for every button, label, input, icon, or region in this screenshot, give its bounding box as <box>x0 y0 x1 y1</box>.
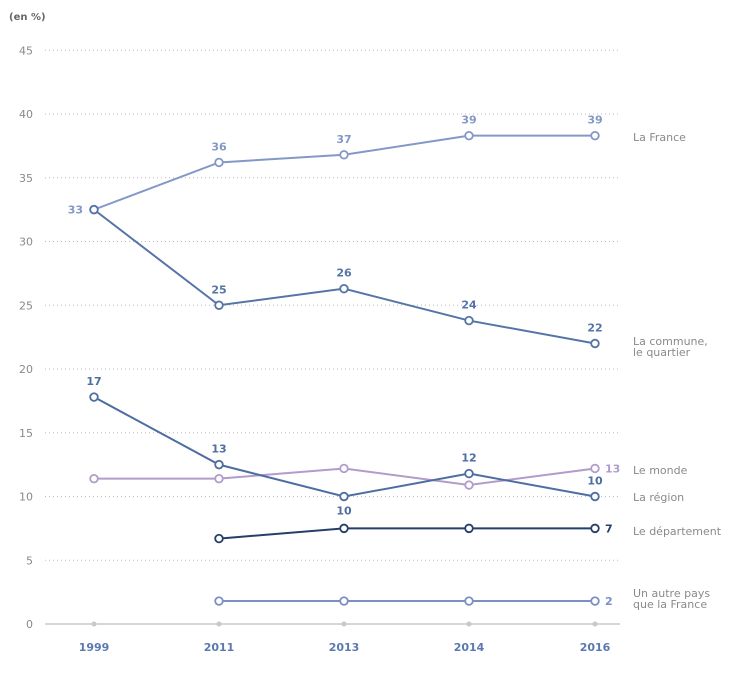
unit-label: (en %) <box>9 12 46 23</box>
data-point <box>464 315 474 326</box>
data-label: 10 <box>336 505 352 518</box>
data-label: 39 <box>587 114 602 127</box>
data-point <box>89 473 99 484</box>
data-point <box>339 491 349 502</box>
data-label: 12 <box>461 452 476 465</box>
data-point <box>214 473 224 484</box>
series-name-label: Le monde <box>633 464 688 477</box>
x-tick-label: 2014 <box>454 641 485 654</box>
data-label: 17 <box>86 375 101 388</box>
series-name-label: La France <box>633 131 686 144</box>
data-point <box>590 523 600 534</box>
y-tick-label: 25 <box>19 299 33 312</box>
x-axis-dot <box>592 621 598 627</box>
series-name-label: Le département <box>633 525 722 538</box>
x-axis-dot <box>216 621 222 627</box>
x-axis-dot <box>91 621 97 627</box>
data-point <box>214 459 224 470</box>
series-line <box>218 527 595 540</box>
series-line <box>93 396 596 498</box>
data-point <box>89 392 99 402</box>
x-axis-ticks: 1999 2011 2013 2014 2016 <box>79 621 611 654</box>
data-point <box>590 596 600 606</box>
data-label: 26 <box>336 267 352 280</box>
series-name-label: La commune, le quartier <box>633 335 708 359</box>
data-point <box>464 596 474 606</box>
y-tick-label: 0 <box>26 618 33 631</box>
data-label: 2 <box>605 595 613 608</box>
gridlines <box>45 49 620 625</box>
x-tick-label: 2013 <box>329 641 360 654</box>
y-tick-label: 45 <box>19 44 33 57</box>
data-label: 39 <box>461 114 476 127</box>
data-label: 33 <box>68 204 83 217</box>
data-label: 10 <box>587 475 603 488</box>
data-point <box>339 596 349 606</box>
data-label: 24 <box>461 299 477 312</box>
y-axis-ticks: 0 5 10 15 20 25 30 35 40 45 <box>19 44 33 631</box>
x-axis-dot <box>341 621 347 627</box>
data-point <box>214 596 224 606</box>
data-label: 37 <box>336 133 351 146</box>
y-tick-label: 35 <box>19 172 33 185</box>
data-point <box>590 130 600 141</box>
y-tick-label: 30 <box>19 236 33 249</box>
series-points <box>89 130 600 606</box>
data-point <box>89 204 99 215</box>
data-label: 25 <box>211 283 226 296</box>
series-names: La France La commune, le quartier Le monde L… <box>633 131 722 611</box>
data-point <box>214 300 224 310</box>
data-point <box>590 338 600 349</box>
y-tick-label: 15 <box>19 427 33 440</box>
x-axis-dot <box>466 621 472 627</box>
data-point <box>590 463 600 474</box>
data-point <box>339 150 349 160</box>
data-label: 13 <box>605 462 620 475</box>
y-tick-label: 10 <box>19 491 33 504</box>
data-label: 36 <box>211 140 227 153</box>
data-label: 22 <box>587 322 602 335</box>
data-point <box>590 491 600 502</box>
y-tick-label: 5 <box>26 554 33 567</box>
data-point <box>464 480 474 490</box>
data-point <box>464 468 474 479</box>
data-point <box>339 283 349 294</box>
x-tick-label: 1999 <box>79 641 110 654</box>
series-name-label: Un autre pays que la France <box>633 587 710 611</box>
data-point <box>339 523 349 534</box>
y-tick-label: 20 <box>19 363 33 376</box>
data-point <box>464 523 474 534</box>
data-point <box>214 533 224 544</box>
x-tick-label: 2016 <box>580 641 611 654</box>
data-label: 13 <box>211 443 226 456</box>
series-line <box>93 134 595 211</box>
x-tick-label: 2011 <box>204 641 235 654</box>
data-point <box>214 157 224 168</box>
data-point <box>464 130 474 141</box>
data-label: 7 <box>605 522 613 535</box>
y-tick-label: 40 <box>19 108 33 121</box>
data-point <box>339 463 349 474</box>
series-name-label: La région <box>633 491 684 504</box>
